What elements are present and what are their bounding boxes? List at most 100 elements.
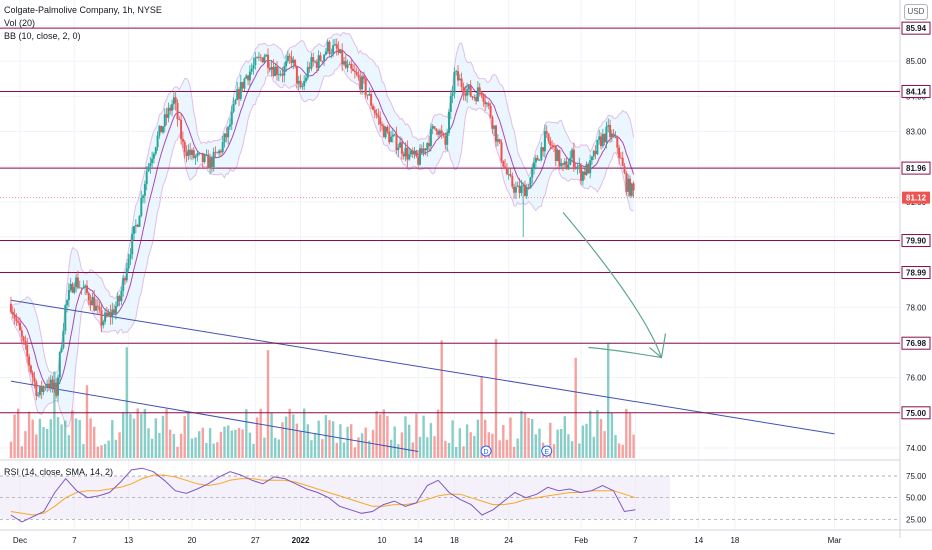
candle-body [321, 60, 324, 62]
candle [562, 162, 564, 172]
candle-body [516, 185, 519, 187]
volume-bar [317, 420, 320, 458]
candle-body [57, 377, 59, 396]
candle [51, 375, 54, 393]
candle-body [591, 156, 593, 161]
candle-body [221, 142, 224, 153]
candle [364, 77, 367, 99]
currency-button[interactable]: USD [904, 4, 928, 20]
candle [402, 151, 405, 160]
candle [509, 168, 512, 178]
candle [55, 378, 58, 399]
candle [218, 149, 221, 158]
candle [453, 67, 456, 99]
volume-bar [223, 426, 226, 458]
level-tag: 75.00 [901, 406, 931, 420]
candle [574, 162, 577, 170]
candle-body [241, 82, 244, 89]
candle [522, 182, 525, 238]
candle [276, 60, 278, 81]
candle [49, 374, 52, 393]
candle-body [191, 150, 193, 155]
candle-body [91, 296, 94, 306]
volume-bar [560, 429, 563, 458]
candle [491, 115, 494, 134]
candle-body [189, 149, 192, 155]
volume-bar [129, 413, 132, 458]
candle [281, 67, 284, 83]
candle [442, 132, 445, 138]
time-tick-label: 18 [450, 536, 459, 545]
volume-bar [331, 421, 335, 458]
candle [17, 319, 20, 326]
candle-body [172, 97, 175, 105]
volume-bar [527, 418, 530, 458]
candle [149, 156, 152, 174]
volume-bar [74, 418, 78, 458]
candle [473, 94, 476, 101]
candle-body [297, 80, 300, 84]
candle [478, 82, 481, 97]
level-tag: 76.98 [901, 336, 931, 350]
candle-body [574, 167, 577, 168]
candle-body [162, 126, 164, 133]
candle [201, 152, 204, 168]
candle [120, 286, 123, 306]
candle [388, 125, 391, 145]
candle [205, 149, 208, 157]
candle [194, 154, 197, 165]
candle [38, 385, 41, 398]
candle [295, 66, 298, 89]
candle [165, 107, 168, 126]
candle-body [216, 152, 219, 154]
volume-bar [27, 411, 31, 458]
volume-bar [85, 385, 89, 458]
volume-bar [458, 428, 461, 458]
volume-bar [295, 423, 299, 458]
candle [58, 351, 61, 384]
candle-body [51, 379, 54, 388]
candle [341, 43, 344, 72]
candle-body [149, 163, 152, 167]
candle-body [254, 57, 257, 65]
candle-body [496, 139, 499, 142]
candle [585, 161, 588, 176]
candle [616, 135, 619, 155]
candle [37, 391, 40, 398]
candle-body [24, 340, 27, 345]
volume-bar [303, 408, 306, 458]
candle [73, 282, 76, 295]
candle-body [605, 126, 608, 143]
candle-body [505, 167, 508, 175]
rsi-pane [0, 467, 900, 523]
candle [285, 54, 288, 73]
volume-bar [31, 419, 34, 458]
candle [216, 151, 219, 154]
volume-bar [96, 446, 99, 458]
candle-body [337, 48, 340, 53]
candle [625, 171, 628, 196]
candle [337, 41, 340, 56]
candle-body [433, 126, 436, 129]
time-tick-label: 7 [633, 536, 638, 545]
candle-body [422, 148, 425, 153]
candle [317, 50, 320, 71]
candle [511, 172, 514, 189]
candle-body [498, 139, 501, 143]
candle [518, 178, 521, 199]
candle [156, 131, 159, 152]
candle [553, 142, 555, 153]
candle-body [446, 133, 449, 145]
candle [105, 306, 108, 318]
volume-bar [20, 446, 23, 458]
volume-bar [165, 408, 168, 458]
candle-body [330, 53, 333, 55]
candle-body [176, 103, 179, 120]
volume-bar [103, 444, 107, 458]
candle-body [533, 162, 535, 169]
candle [469, 80, 472, 98]
candle [352, 63, 354, 72]
candle [212, 147, 215, 172]
